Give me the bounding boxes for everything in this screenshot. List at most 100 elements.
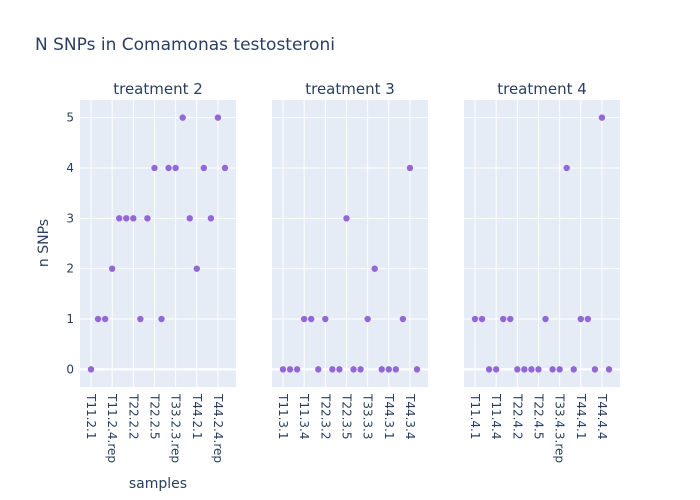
data-point[interactable] [329,366,336,373]
data-point[interactable] [350,366,357,373]
panel-3: treatment 4 T11.4.1 T11.4.4 T22.4.2 T22.4.5 T… [464,80,620,463]
data-point[interactable] [514,366,521,373]
data-point[interactable] [549,366,556,373]
data-point[interactable] [94,315,102,323]
data-point[interactable] [535,366,542,373]
data-point[interactable] [207,215,215,222]
data-point[interactable] [214,114,222,121]
data-point[interactable] [591,366,599,373]
x-tick-label: T11.2.1 [84,393,98,440]
data-point[interactable] [108,265,116,272]
panel-2: treatment 3 T11.3.1 T11.3.4 T22.3.2 T22.3.5 T… [272,80,428,440]
x-tick-label: T44.2.1 [190,393,204,440]
data-point[interactable] [336,366,343,373]
data-point[interactable] [130,215,137,222]
data-point[interactable] [478,315,486,323]
data-point[interactable] [293,366,301,373]
data-point[interactable] [392,366,400,373]
x-tick-label: T22.2.2 [126,393,140,440]
panel-background [464,100,620,387]
data-point[interactable] [221,164,229,172]
panel-title: treatment 4 [497,80,587,98]
x-tick-label: T11.2.4.rep [105,393,119,463]
x-tick-label: T11.4.1 [468,393,482,440]
panel-title: treatment 2 [113,80,203,98]
chart-title: N SNPs in Comamonas testosteroni [35,35,335,55]
x-tick-label: T11.3.4 [297,393,311,440]
data-point[interactable] [158,315,165,323]
y-tick-label: 2 [66,262,74,276]
data-point[interactable] [385,366,392,373]
x-tick-label: T22.4.2 [510,393,524,440]
data-point[interactable] [605,366,613,373]
data-point[interactable] [521,366,528,373]
data-point[interactable] [584,315,592,323]
data-point[interactable] [378,366,385,373]
x-tick-label: T44.4.1 [574,393,588,440]
data-point[interactable] [577,315,584,323]
data-point[interactable] [471,315,479,323]
x-tick-label: T44.3.4 [403,393,417,440]
panel-title: treatment 3 [305,80,395,98]
data-point[interactable] [279,366,287,373]
data-point[interactable] [137,315,144,323]
x-tick-label: T44.4.4 [595,393,609,440]
data-point[interactable] [165,164,172,172]
data-point[interactable] [357,366,364,373]
data-point[interactable] [193,265,200,272]
data-point[interactable] [399,315,407,323]
x-axis-title: samples [129,476,187,492]
data-point[interactable] [413,366,421,373]
y-tick-label: 0 [66,362,74,376]
data-point[interactable] [151,164,158,172]
panels: treatment 2 0 1 2 3 4 5 T11.2.1 T11.2.4.rep T22.2… [66,80,620,463]
data-point[interactable] [371,265,378,272]
data-point[interactable] [528,366,535,373]
data-point[interactable] [556,366,563,373]
data-point[interactable] [315,366,322,373]
y-tick-label: 3 [66,211,74,225]
y-tick-label: 1 [66,312,74,326]
data-point[interactable] [492,366,500,373]
data-point[interactable] [101,315,109,323]
data-point[interactable] [186,215,193,222]
data-point[interactable] [542,315,549,323]
x-tick-label: T11.3.1 [276,393,290,440]
x-tick-label: T44.2.4.rep [211,393,225,463]
data-point[interactable] [286,366,294,373]
data-point[interactable] [507,315,514,323]
x-tick-label: T22.3.5 [339,393,353,440]
panel-background [272,100,428,387]
data-point[interactable] [116,215,123,222]
data-point[interactable] [485,366,493,373]
data-point[interactable] [500,315,507,323]
data-point[interactable] [598,114,606,121]
data-point[interactable] [123,215,130,222]
data-point[interactable] [172,164,179,172]
data-point[interactable] [406,164,414,172]
data-point[interactable] [364,315,371,323]
x-tick-label: T44.3.1 [382,393,396,440]
data-point[interactable] [87,366,95,373]
x-tick-label: T11.4.4 [489,393,503,440]
panel-1: treatment 2 0 1 2 3 4 5 T11.2.1 T11.2.4.rep T22.2… [66,80,236,463]
y-tick-label: 4 [66,161,74,175]
data-point[interactable] [570,366,577,373]
x-tick-label: T22.4.5 [531,393,545,440]
x-tick-label: T33.4.3.rep [553,393,567,463]
data-point[interactable] [322,315,329,323]
y-tick-label: 5 [66,111,74,125]
data-point[interactable] [308,315,315,323]
panel-background [80,100,236,387]
x-tick-label: T22.2.5 [147,393,161,440]
data-point[interactable] [144,215,151,222]
x-tick-label: T33.3.3 [361,393,375,440]
data-point[interactable] [563,164,570,172]
data-point[interactable] [300,315,308,323]
data-point[interactable] [343,215,350,222]
data-point[interactable] [179,114,186,121]
x-tick-label: T33.2.3.rep [169,393,183,463]
data-point[interactable] [200,164,208,172]
x-tick-label: T22.3.2 [318,393,332,440]
